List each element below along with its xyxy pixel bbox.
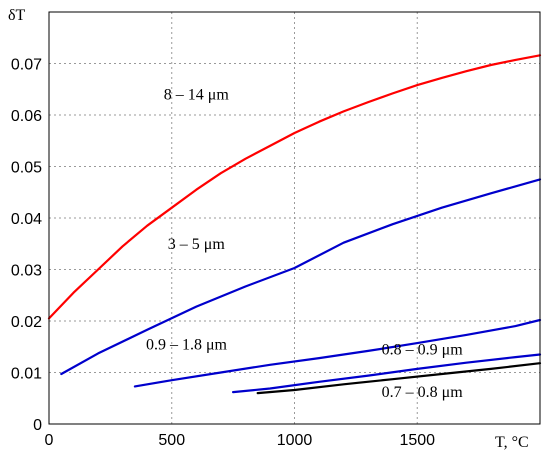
- y-tick-label: 0.03: [11, 263, 42, 280]
- series-line-2: [133, 318, 542, 388]
- y-tick-label: 0.05: [11, 160, 42, 177]
- series-lines: [47, 54, 542, 395]
- x-tick-label: 500: [158, 432, 185, 449]
- tick-labels: 0 500 1000 1500 0 0.01 0.02 0.03 0.04 0.05 0.06 0.0…: [11, 57, 435, 450]
- y-tick-label: 0.06: [11, 108, 42, 125]
- y-tick-label: 0: [33, 417, 42, 434]
- series-label: 0.8 – 0.9 μm: [382, 341, 464, 358]
- y-tick-label: 0.04: [11, 211, 42, 228]
- series-labels: 8 – 14 μm 3 – 5 μm 0.9 – 1.8 μm 0.8 – 0.9 μ…: [146, 87, 463, 402]
- plot-frame: [48, 11, 541, 425]
- series-label: 3 – 5 μm: [168, 236, 226, 253]
- y-tick-label: 0.07: [11, 57, 42, 74]
- x-tick-label: 1500: [399, 432, 435, 449]
- grid: [49, 12, 540, 424]
- x-tick-label: 0: [45, 432, 54, 449]
- series-line-0: [47, 54, 542, 320]
- series-label: 0.9 – 1.8 μm: [146, 336, 228, 353]
- y-axis-label: δT: [8, 7, 26, 24]
- series-label: 0.7 – 0.8 μm: [382, 384, 464, 401]
- y-tick-label: 0.02: [11, 314, 42, 331]
- y-tick-label: 0.01: [11, 366, 42, 383]
- x-axis-label: T, °C: [495, 434, 529, 451]
- series-label: 8 – 14 μm: [164, 87, 230, 104]
- x-tick-label: 1000: [277, 432, 313, 449]
- series-line-4: [256, 362, 542, 395]
- series-line-1: [60, 178, 542, 376]
- series-line-3: [232, 353, 542, 394]
